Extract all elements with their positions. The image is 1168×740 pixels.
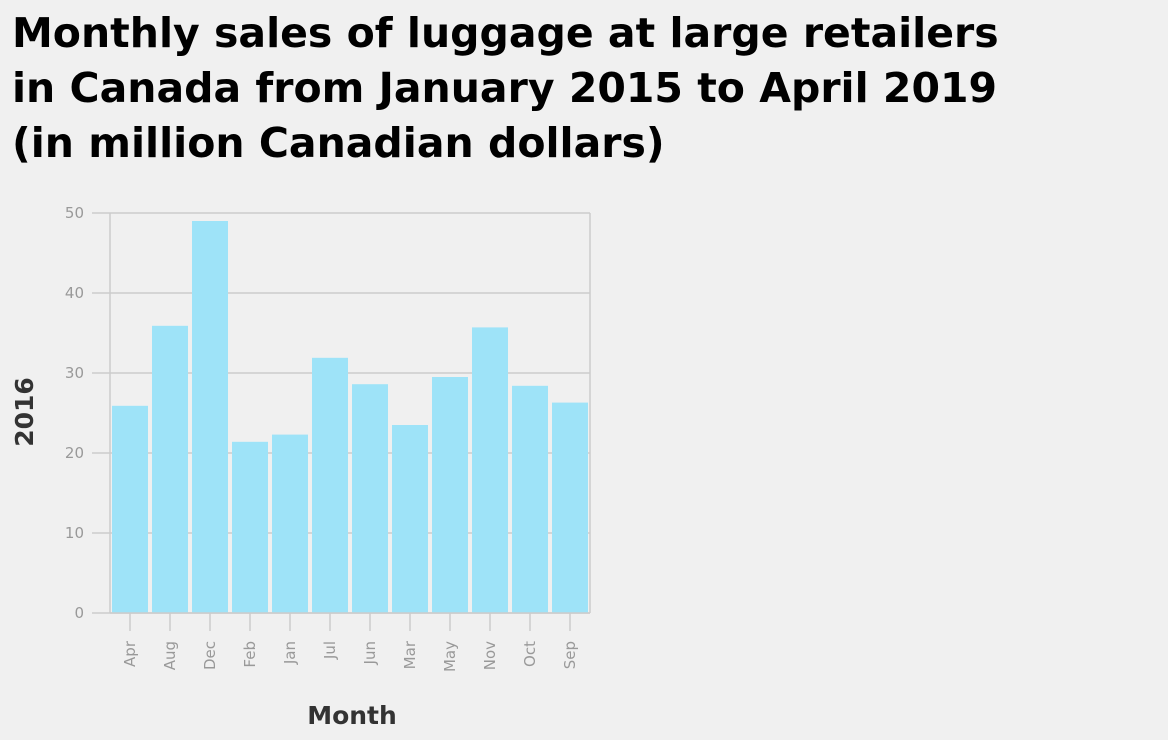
bar-may xyxy=(432,377,468,613)
x-tick-label-jan: Jan xyxy=(281,641,299,665)
x-tick-label-nov: Nov xyxy=(481,641,499,670)
x-tick-label-jul: Jul xyxy=(321,641,339,660)
y-tick-label-50: 50 xyxy=(65,204,84,222)
y-tick-label-40: 40 xyxy=(65,284,84,302)
y-tick-label-0: 0 xyxy=(74,604,84,622)
bar-mar xyxy=(392,425,428,613)
axes xyxy=(92,212,591,631)
bar-jul xyxy=(312,357,348,613)
x-tick-label-feb: Feb xyxy=(241,641,259,668)
x-tick-label-mar: Mar xyxy=(401,640,419,669)
bar-jun xyxy=(352,384,388,613)
x-axis-label: Month xyxy=(307,701,397,730)
x-tick-label-oct: Oct xyxy=(521,641,539,667)
y-tick-label-10: 10 xyxy=(65,524,84,542)
bar-apr xyxy=(112,405,148,613)
x-tick-label-aug: Aug xyxy=(161,641,179,670)
x-tick-label-may: May xyxy=(441,641,459,672)
bar-nov xyxy=(472,327,508,613)
x-tick-label-dec: Dec xyxy=(201,641,219,670)
bar-sep xyxy=(552,402,588,613)
chart-title: Monthly sales of luggage at large retail… xyxy=(12,9,999,167)
bar-aug xyxy=(152,325,188,613)
bar-oct xyxy=(512,385,548,613)
bar-dec xyxy=(192,221,228,613)
bar-jan xyxy=(272,434,308,613)
tick-labels: 0 10 20 30 40 50 Apr Aug Dec Feb Jan Jul Jun Mar May No… xyxy=(65,204,579,672)
y-axis-label: 2016 xyxy=(10,377,39,447)
bar-feb xyxy=(232,441,268,613)
y-tick-label-20: 20 xyxy=(65,444,84,462)
x-tick-label-jun: Jun xyxy=(361,641,379,665)
x-tick-label-sep: Sep xyxy=(561,641,579,669)
x-tick-label-apr: Apr xyxy=(121,640,139,667)
bars xyxy=(112,221,588,613)
y-tick-label-30: 30 xyxy=(65,364,84,382)
